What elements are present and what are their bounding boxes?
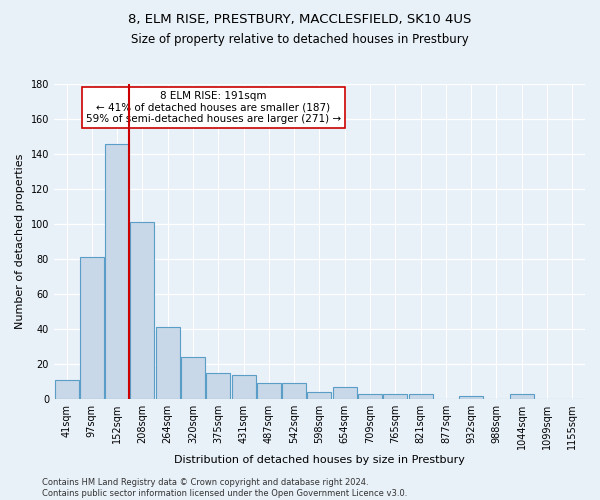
Bar — [206, 373, 230, 399]
Bar — [409, 394, 433, 399]
Bar — [80, 258, 104, 399]
Bar — [282, 384, 306, 399]
Bar — [459, 396, 483, 399]
Y-axis label: Number of detached properties: Number of detached properties — [15, 154, 25, 329]
Bar — [510, 394, 534, 399]
Bar — [232, 374, 256, 399]
Bar — [333, 387, 357, 399]
Bar — [181, 357, 205, 399]
Text: Size of property relative to detached houses in Prestbury: Size of property relative to detached ho… — [131, 32, 469, 46]
Bar — [307, 392, 331, 399]
Text: Contains HM Land Registry data © Crown copyright and database right 2024.
Contai: Contains HM Land Registry data © Crown c… — [42, 478, 407, 498]
Text: 8, ELM RISE, PRESTBURY, MACCLESFIELD, SK10 4US: 8, ELM RISE, PRESTBURY, MACCLESFIELD, SK… — [128, 12, 472, 26]
Bar — [55, 380, 79, 399]
Text: 8 ELM RISE: 191sqm
← 41% of detached houses are smaller (187)
59% of semi-detach: 8 ELM RISE: 191sqm ← 41% of detached hou… — [86, 91, 341, 124]
Bar — [358, 394, 382, 399]
Bar — [130, 222, 154, 399]
Bar — [383, 394, 407, 399]
Bar — [257, 384, 281, 399]
X-axis label: Distribution of detached houses by size in Prestbury: Distribution of detached houses by size … — [174, 455, 465, 465]
Bar — [156, 328, 180, 399]
Bar — [105, 144, 129, 399]
